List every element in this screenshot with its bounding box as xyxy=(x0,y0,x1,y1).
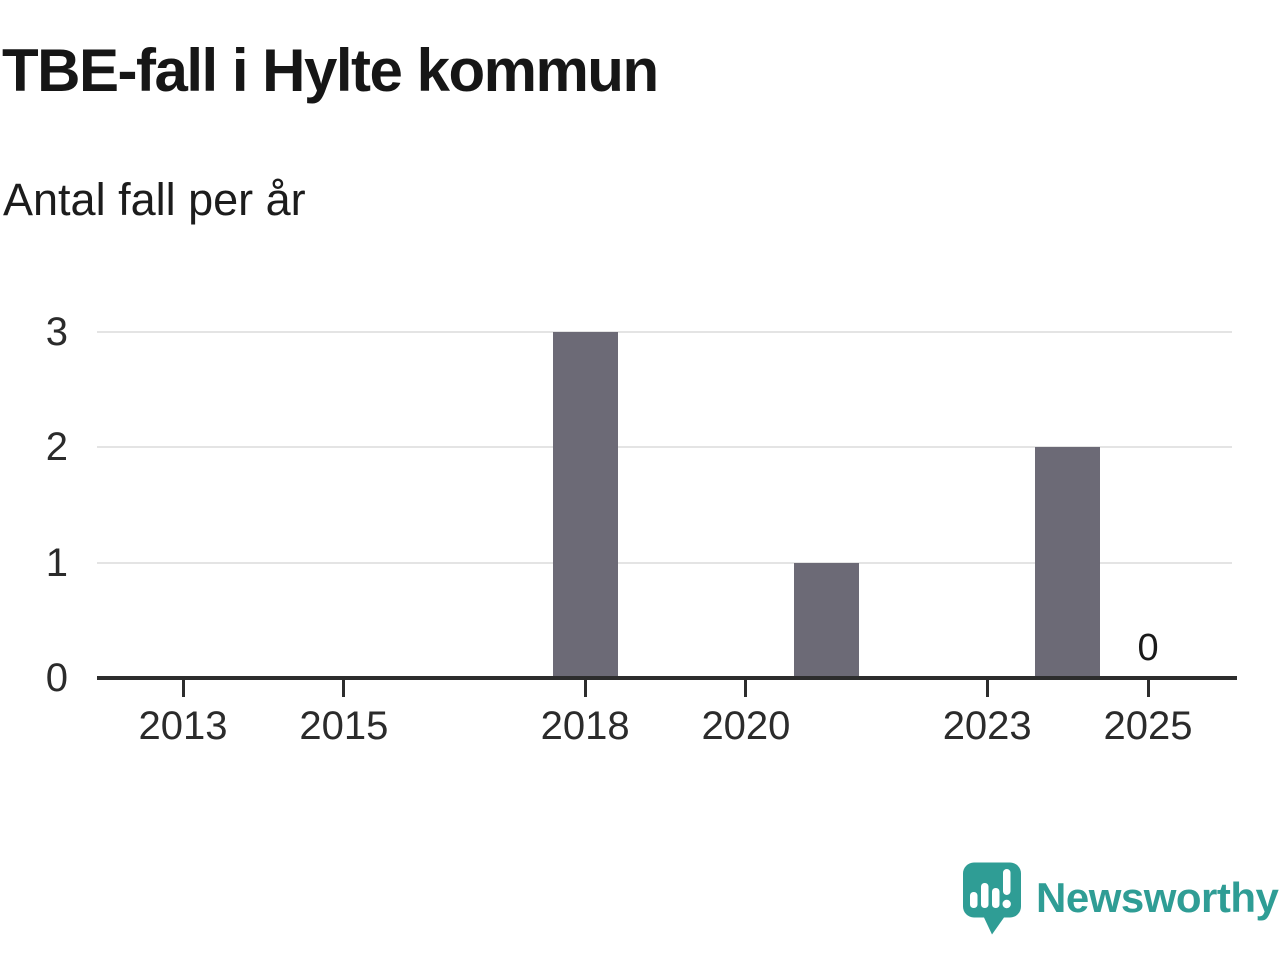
x-tick-2013 xyxy=(181,680,185,697)
x-tick-2023 xyxy=(985,680,989,697)
logo-bar-tall xyxy=(981,882,989,908)
x-tick-2018 xyxy=(583,680,587,697)
bar-2024 xyxy=(1035,447,1101,678)
x-tick-2025 xyxy=(1146,680,1150,697)
y-axis-label-2: 2 xyxy=(45,425,68,470)
y-axis-label-0: 0 xyxy=(45,656,68,700)
logo-exclamation-dot xyxy=(1002,899,1011,908)
gridline-y-2 xyxy=(97,446,1232,449)
x-axis-label-2023: 2023 xyxy=(942,704,1032,748)
x-axis-label-2020: 2020 xyxy=(701,704,791,748)
x-axis-label-2018: 2018 xyxy=(540,704,630,748)
y-axis-label-1: 1 xyxy=(45,540,68,585)
gridline-y-1 xyxy=(97,561,1232,564)
logo-bar-medium xyxy=(992,887,1000,908)
newsworthy-logo-text: Newsworthy xyxy=(1036,874,1279,921)
bar-2021 xyxy=(793,562,859,678)
value-label-2025: 0 xyxy=(1137,627,1159,669)
x-axis-label-2025: 2025 xyxy=(1103,704,1193,748)
chart-subtitle: Antal fall per år xyxy=(3,174,306,225)
logo-bar-small xyxy=(970,891,978,908)
gridline-y-3 xyxy=(97,330,1232,333)
x-tick-2020 xyxy=(744,680,748,697)
chart-title: TBE-fall i Hylte kommun xyxy=(2,37,659,104)
newsworthy-logo: Newsworthy xyxy=(962,858,1279,938)
x-axis-label-2015: 2015 xyxy=(299,704,389,748)
newsworthy-speech-bubble-barchart-icon xyxy=(963,862,1021,934)
bar-2018 xyxy=(552,331,618,678)
x-tick-2015 xyxy=(342,680,346,697)
x-axis-line xyxy=(97,676,1237,680)
y-axis-label-3: 3 xyxy=(45,309,68,354)
logo-exclamation-bar xyxy=(1003,868,1011,895)
x-axis-label-2013: 2013 xyxy=(138,704,228,748)
